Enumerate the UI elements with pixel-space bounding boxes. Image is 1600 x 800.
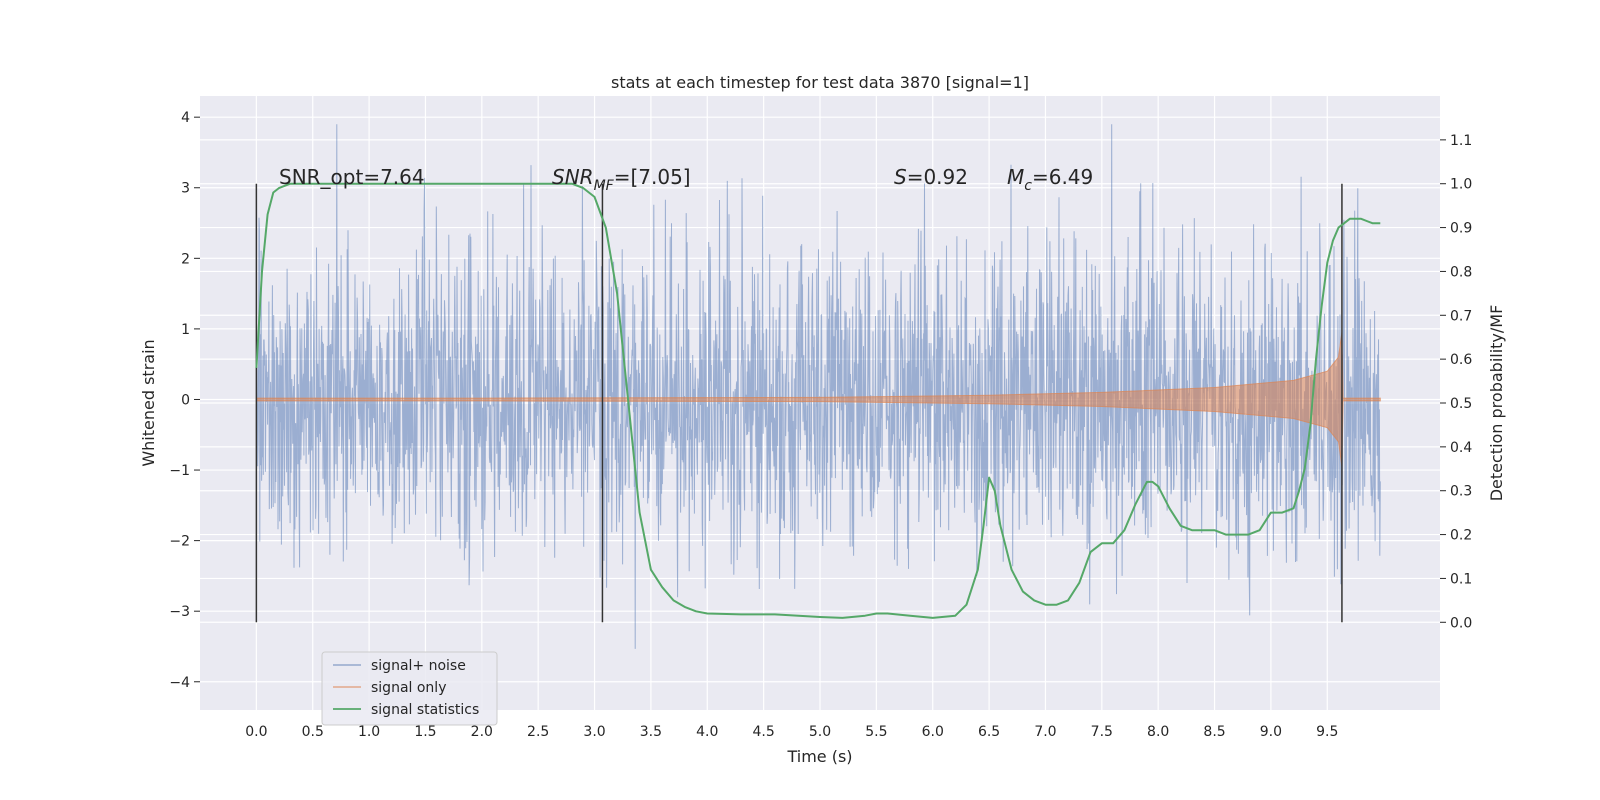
x-tick-label: 0.5: [302, 724, 324, 740]
y-tick-label: −3: [169, 604, 190, 620]
annotation-snr-mf-label: SNR: [552, 165, 594, 189]
y2-tick-label: 1.1: [1450, 133, 1472, 149]
y2-tick-label: 1.0: [1450, 177, 1472, 193]
series-signal-only: [255, 332, 1381, 467]
noise-trace: [255, 124, 1381, 649]
y-tick-label: −2: [169, 534, 190, 550]
y2-tick-label: 0.5: [1450, 396, 1472, 412]
x-tick-label: 2.5: [527, 724, 549, 740]
y2-axis-ticks: 0.0 0.1 0.2 0.3 0.4 0.5 0.6 0.7 0.8 0.9 1.0 1.1: [1440, 133, 1472, 631]
legend-label-noise: signal+ noise: [371, 658, 466, 674]
x-tick-label: 4.0: [696, 724, 718, 740]
y2-tick-label: 0.2: [1450, 528, 1472, 544]
legend: signal+ noise signal only signal statist…: [321, 651, 498, 726]
y-tick-label: 0: [181, 392, 190, 408]
y-tick-label: −1: [169, 463, 190, 479]
x-tick-label: 5.0: [809, 724, 831, 740]
x-tick-label: 8.0: [1147, 724, 1169, 740]
annotation-s-label: S: [894, 165, 907, 189]
stats-line: [255, 182, 1381, 619]
legend-box: [321, 651, 498, 726]
annotation-s-value: =0.92: [907, 165, 968, 189]
y2-tick-label: 0.4: [1450, 440, 1472, 456]
annotation-s: S=0.92: [894, 165, 968, 189]
y2-tick-label: 0.3: [1450, 484, 1472, 500]
signal-chirp-band: [255, 332, 1381, 467]
y2-tick-label: 0.7: [1450, 308, 1472, 324]
y2-tick-label: 0.6: [1450, 352, 1472, 368]
x-tick-label: 1.0: [358, 724, 380, 740]
y2-tick-label: 0.0: [1450, 615, 1472, 631]
annotation-mc: Mc=6.49: [1007, 165, 1093, 194]
legend-label-stats: signal statistics: [371, 702, 479, 718]
x-tick-label: 4.5: [753, 724, 775, 740]
y-tick-label: 3: [181, 181, 190, 197]
x-tick-label: 3.5: [640, 724, 662, 740]
x-tick-label: 6.5: [978, 724, 1000, 740]
y2-tick-label: 0.1: [1450, 571, 1472, 587]
y-tick-label: 1: [181, 322, 190, 338]
x-tick-label: 8.5: [1203, 724, 1225, 740]
chart-title: stats at each timestep for test data 387…: [611, 73, 1029, 92]
x-tick-label: 7.5: [1091, 724, 1113, 740]
series-signal-plus-noise: [255, 124, 1381, 649]
vertical-marker-lines: [255, 183, 1343, 623]
x-tick-label: 7.0: [1034, 724, 1056, 740]
y2-tick-label: 0.8: [1450, 264, 1472, 280]
x-tick-label: 0.0: [245, 724, 267, 740]
series-signal-statistics: [255, 182, 1381, 619]
legend-label-signal: signal only: [371, 680, 446, 696]
x-axis-ticks: 0.0 0.5 1.0 1.5 2.0 2.5 3.0 3.5 4.0 4.5 5.0 5.5 6.0 6…: [245, 724, 1338, 740]
y2-axis-label: Detection probability/MF: [1487, 305, 1506, 502]
y-axis-ticks: −4 −3 −2 −1 0 1 2 3 4: [169, 110, 200, 691]
x-tick-label: 1.5: [414, 724, 436, 740]
annotation-snr-mf-sub: MF: [594, 178, 615, 194]
x-axis-label: Time (s): [786, 747, 852, 766]
x-tick-label: 2.0: [471, 724, 493, 740]
x-tick-label: 3.0: [583, 724, 605, 740]
annotation-snr-opt: SNR_opt=7.64: [279, 165, 425, 189]
y-tick-label: −4: [169, 675, 190, 691]
x-tick-label: 6.0: [922, 724, 944, 740]
y2-tick-label: 0.9: [1450, 221, 1472, 237]
annotation-mc-label: M: [1007, 165, 1024, 189]
x-tick-label: 9.5: [1316, 724, 1338, 740]
y-tick-label: 4: [181, 110, 190, 126]
x-tick-label: 5.5: [865, 724, 887, 740]
annotation-snr-mf-value: =[7.05]: [614, 165, 691, 189]
y-axis-label: Whitened strain: [139, 339, 158, 466]
annotation-mc-value: =6.49: [1032, 165, 1093, 189]
annotation-snr-mf: SNRMF=[7.05]: [552, 165, 691, 194]
y-tick-label: 2: [181, 251, 190, 267]
annotation-mc-sub: c: [1024, 178, 1032, 194]
x-tick-label: 9.0: [1260, 724, 1282, 740]
